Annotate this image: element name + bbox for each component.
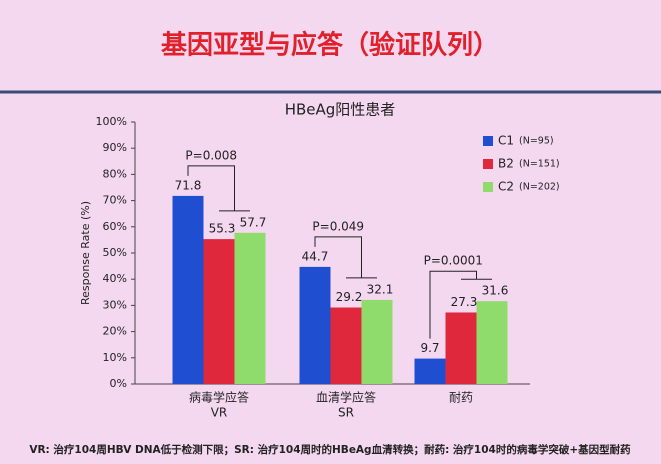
y-tick-label: 30% — [103, 298, 127, 311]
y-tick-label: 20% — [103, 325, 127, 338]
bar — [445, 312, 477, 384]
bar — [299, 266, 331, 384]
legend-swatch — [483, 182, 493, 192]
bar — [330, 307, 362, 384]
bracket — [429, 270, 492, 339]
value-label: 9.7 — [420, 341, 439, 355]
bar — [361, 299, 393, 384]
y-tick-label: 50% — [103, 246, 127, 259]
bar — [476, 301, 508, 384]
legend-n: (N=151) — [519, 159, 560, 170]
y-tick-label: 40% — [103, 272, 127, 285]
value-label: 55.3 — [209, 222, 236, 236]
bar — [234, 232, 266, 384]
value-label: 29.2 — [336, 290, 363, 304]
legend-label: C1 — [498, 134, 514, 148]
p-value: P=0.0001 — [424, 254, 483, 268]
y-tick-label: 0% — [110, 377, 127, 390]
y-axis-label: Response Rate (%) — [79, 201, 92, 305]
value-label: 44.7 — [302, 249, 329, 263]
bar — [203, 239, 235, 384]
x-tick-label: 病毒学应答 — [189, 390, 249, 405]
value-label: 32.1 — [367, 282, 394, 296]
chart-title: HBeAg阳性患者 — [285, 101, 396, 119]
y-tick-label: 10% — [103, 351, 127, 364]
y-tick-label: 70% — [103, 194, 127, 207]
x-tick-label: 耐药 — [449, 391, 473, 405]
bracket — [187, 165, 250, 212]
y-tick-label: 60% — [103, 220, 127, 233]
p-value: P=0.008 — [185, 148, 237, 162]
legend-swatch — [483, 159, 493, 169]
x-tick-sublabel: VR — [211, 406, 228, 420]
legend-label: B2 — [498, 157, 514, 171]
bar — [172, 195, 204, 384]
bracket — [314, 236, 377, 279]
x-tick-label: 血清学应答 — [316, 390, 376, 405]
value-label: 27.3 — [451, 295, 478, 309]
value-label: 31.6 — [482, 284, 509, 298]
legend-n: (N=202) — [519, 182, 560, 193]
legend-n: (N=95) — [519, 136, 554, 147]
value-label: 71.8 — [175, 178, 202, 192]
p-value: P=0.049 — [312, 219, 364, 233]
legend-swatch — [483, 136, 493, 146]
y-tick-label: 80% — [103, 167, 127, 180]
x-tick-sublabel: SR — [338, 406, 354, 420]
y-tick-label: 100% — [96, 115, 127, 128]
y-tick-label: 90% — [103, 141, 127, 154]
legend-label: C2 — [498, 180, 514, 194]
bar — [414, 358, 446, 384]
footnote: VR: 治疗104周HBV DNA低于检测下限；SR: 治疗104周时的HBeA… — [29, 443, 631, 456]
value-label: 57.7 — [240, 215, 267, 229]
slide-title: 基因亚型与应答（验证队列） — [161, 30, 499, 61]
